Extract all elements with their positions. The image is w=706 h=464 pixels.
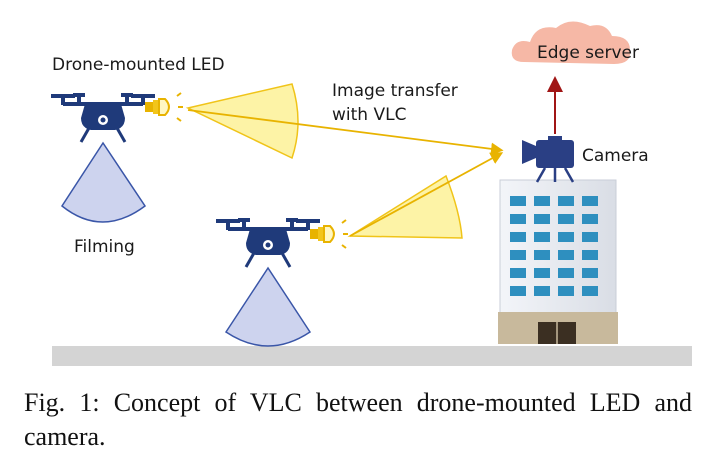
filming-cone-lower [224,266,312,347]
light-beam-lower [347,174,463,239]
drone-led-label: Drone-mounted LED [52,55,225,75]
light-beam-upper [185,83,299,160]
vlc-line-lower [349,152,504,237]
camera-icon [522,136,575,183]
filming-label: Filming [74,237,135,257]
vlc-line-upper [187,109,504,156]
led-lower [309,219,349,249]
camera-label: Camera [582,146,649,166]
drone-lower [214,216,349,269]
building-windows [510,196,598,296]
figure-caption: Fig. 1: Concept of VLC between drone-mou… [24,388,692,451]
filming-cone-upper [61,141,147,223]
image-transfer-label-line1: Image transfer [332,81,458,101]
drone-upper [49,91,184,144]
building [498,179,618,344]
image-transfer-label-line2: with VLC [332,105,406,125]
edge-server-label: Edge server [537,43,639,63]
ground [52,346,692,366]
cloud-icon [511,21,631,64]
